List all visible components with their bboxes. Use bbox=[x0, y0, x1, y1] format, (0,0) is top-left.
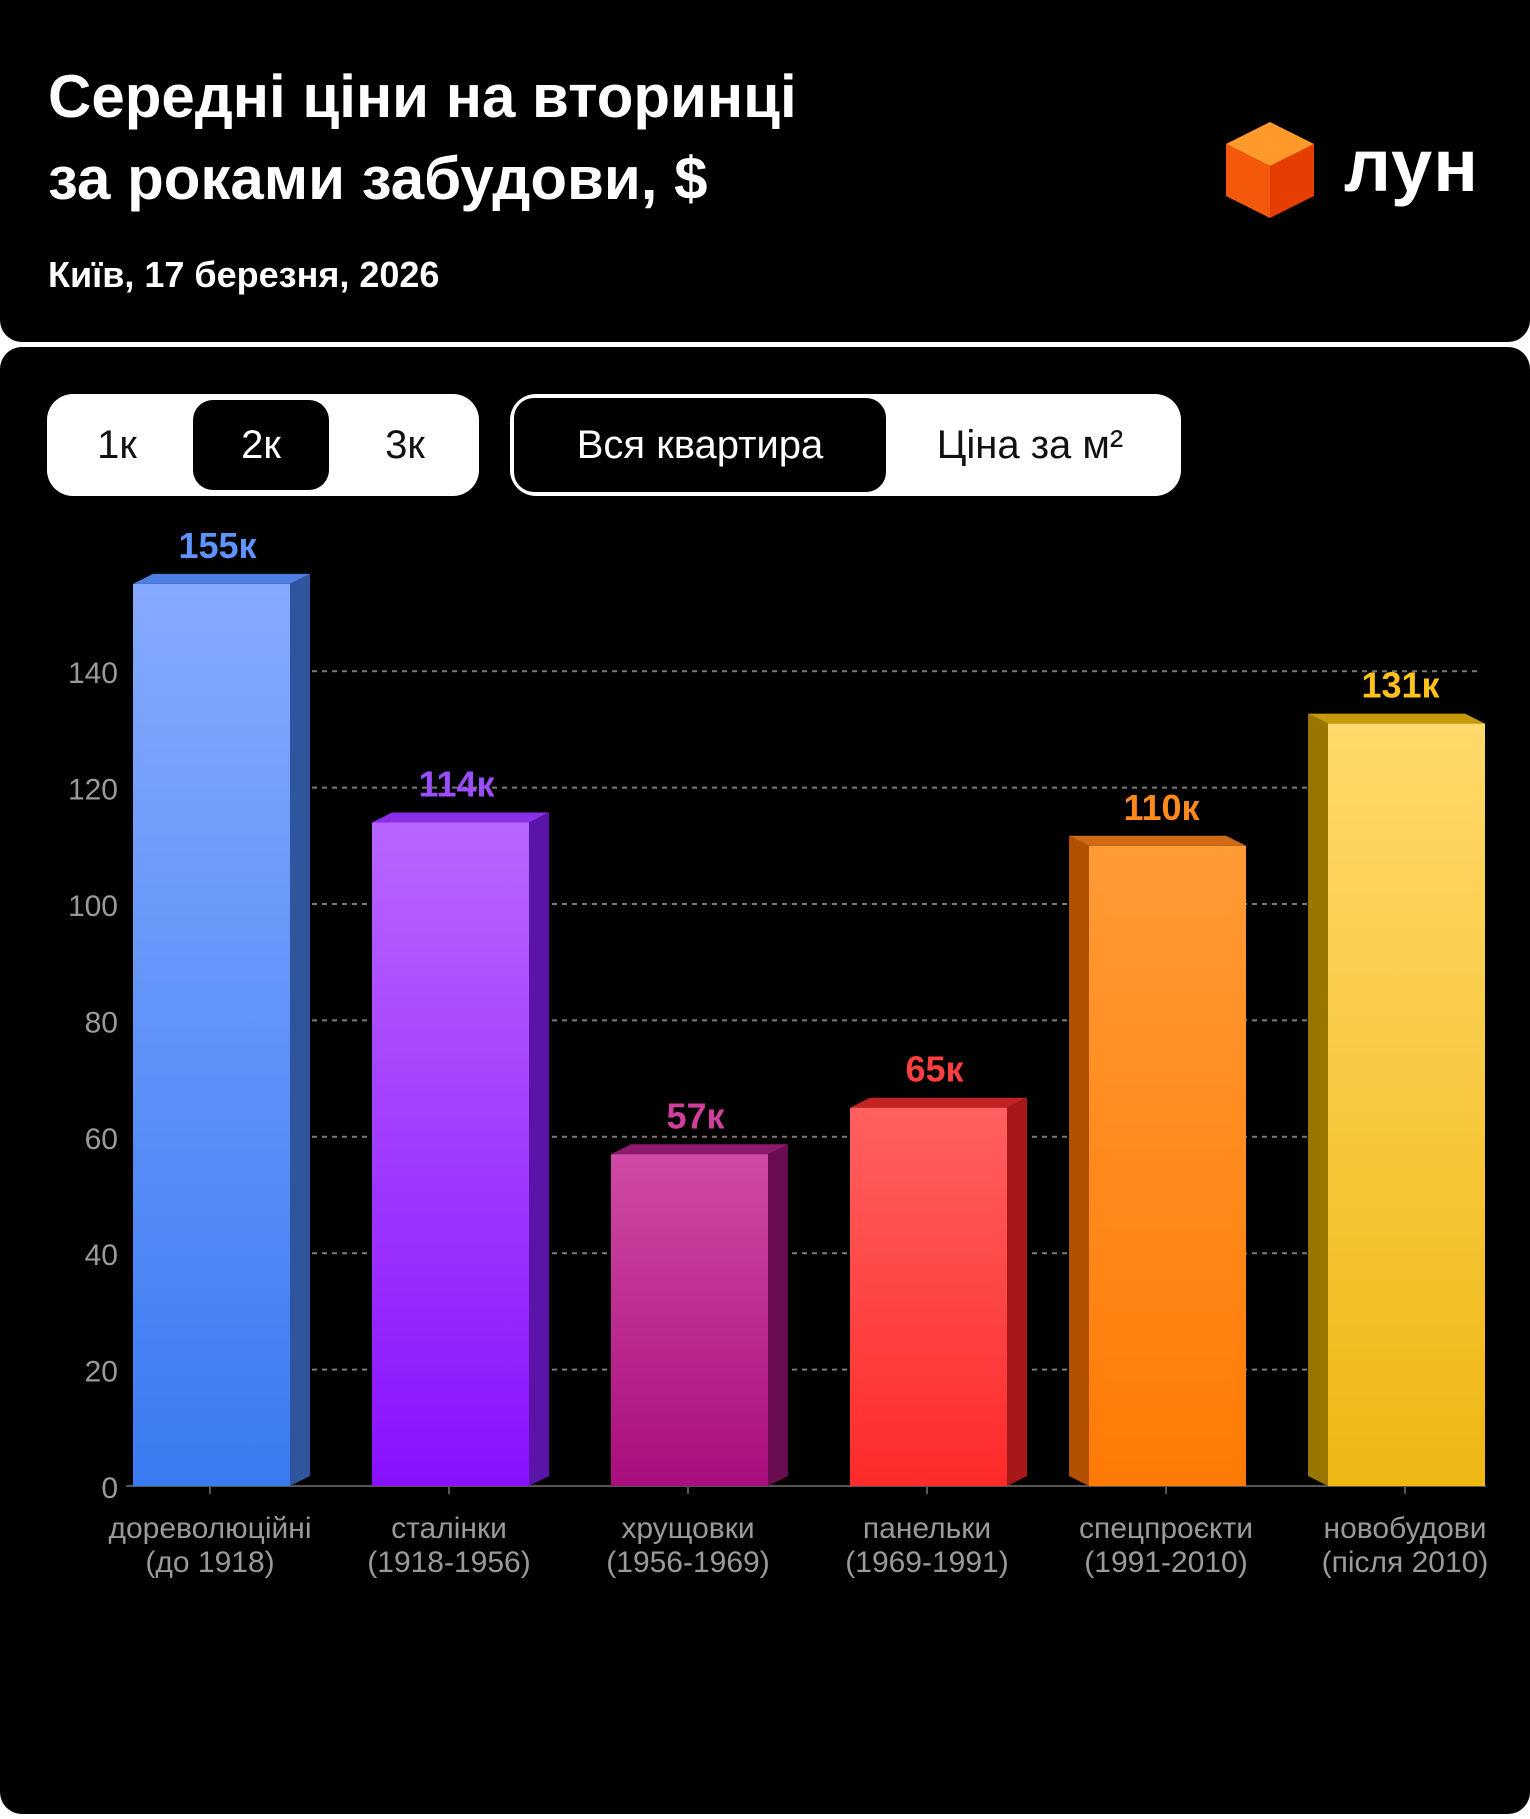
page-title: Середні ціни на вторинці за роками забуд… bbox=[48, 56, 1098, 220]
y-tick-label: 20 bbox=[85, 1356, 118, 1389]
data-label: 155к bbox=[178, 525, 257, 566]
y-tick-label: 40 bbox=[85, 1239, 118, 1272]
x-tick-label-period: (1918-1956) bbox=[367, 1546, 530, 1579]
bar-top bbox=[372, 812, 549, 823]
data-label: 57к bbox=[666, 1095, 725, 1136]
title-line-2: за роками забудови, $ bbox=[48, 145, 708, 212]
bar-chart: 0 20 40 60 80 100 120 140 155к дореволюційні(до 1… bbox=[68, 525, 1489, 1579]
orange-cube-icon bbox=[1226, 122, 1314, 218]
y-tick-label: 120 bbox=[68, 774, 118, 807]
header-panel: Середні ціни на вторинці за роками забуд… bbox=[0, 0, 1530, 342]
bar bbox=[850, 1107, 1007, 1486]
x-tick-label: хрущовки bbox=[621, 1512, 754, 1545]
rooms-option-1k[interactable]: 1к bbox=[97, 423, 137, 467]
bar-top bbox=[850, 1097, 1027, 1108]
rooms-selector: 1к 2к 3к bbox=[47, 394, 479, 496]
data-label: 131к bbox=[1361, 665, 1440, 706]
x-tick-label: сталінки bbox=[391, 1512, 507, 1545]
mode-option-price-per-m2[interactable]: Ціна за м² bbox=[936, 423, 1124, 467]
x-tick-label-period: (до 1918) bbox=[145, 1546, 274, 1579]
x-tick-label: дореволюційні bbox=[108, 1512, 311, 1545]
x-tick-label-period: (1956-1969) bbox=[606, 1546, 769, 1579]
y-tick-label: 140 bbox=[68, 657, 118, 690]
logo-text: лун bbox=[1344, 124, 1479, 207]
bar-side bbox=[1007, 1097, 1027, 1486]
bar-top bbox=[1308, 713, 1485, 724]
x-tick-label: панельки bbox=[863, 1512, 991, 1545]
date-subtitle: Київ, 17 березня, 2026 bbox=[48, 254, 440, 295]
x-tick-label-period: (1969-1991) bbox=[845, 1546, 1008, 1579]
bar-side bbox=[768, 1144, 788, 1486]
title-line-1: Середні ціни на вторинці bbox=[48, 63, 797, 130]
bar bbox=[372, 822, 529, 1486]
bar bbox=[1328, 723, 1485, 1486]
bar-top bbox=[611, 1144, 788, 1155]
bar-side bbox=[1069, 835, 1089, 1486]
data-label: 114к bbox=[418, 764, 495, 805]
bar-side bbox=[1308, 713, 1328, 1486]
x-tick-label: спецпроєкти bbox=[1079, 1512, 1253, 1545]
x-tick-label-period: (1991-2010) bbox=[1084, 1546, 1247, 1579]
bar bbox=[133, 583, 290, 1486]
bar bbox=[611, 1154, 768, 1486]
y-tick-label: 100 bbox=[68, 890, 118, 923]
y-tick-label: 60 bbox=[85, 1123, 118, 1156]
data-label: 65к bbox=[905, 1049, 964, 1090]
bar-top bbox=[133, 573, 310, 584]
bar-top bbox=[1069, 835, 1246, 846]
bar-side bbox=[529, 812, 549, 1486]
brand-logo: лун bbox=[1222, 118, 1522, 228]
rooms-option-3k[interactable]: 3к bbox=[385, 423, 425, 467]
y-tick-label: 80 bbox=[85, 1006, 118, 1039]
x-tick-label-period: (після 2010) bbox=[1322, 1546, 1489, 1579]
x-tick-label: новобудови bbox=[1324, 1512, 1487, 1545]
y-tick-label: 0 bbox=[101, 1472, 118, 1505]
mode-option-whole-apartment[interactable]: Вся квартира bbox=[514, 398, 886, 492]
bar bbox=[1089, 845, 1246, 1486]
rooms-option-2k[interactable]: 2к bbox=[193, 400, 329, 490]
data-label: 110к bbox=[1123, 787, 1200, 828]
price-mode-selector: Вся квартира Ціна за м² bbox=[510, 394, 1181, 496]
bar-side bbox=[290, 573, 310, 1486]
